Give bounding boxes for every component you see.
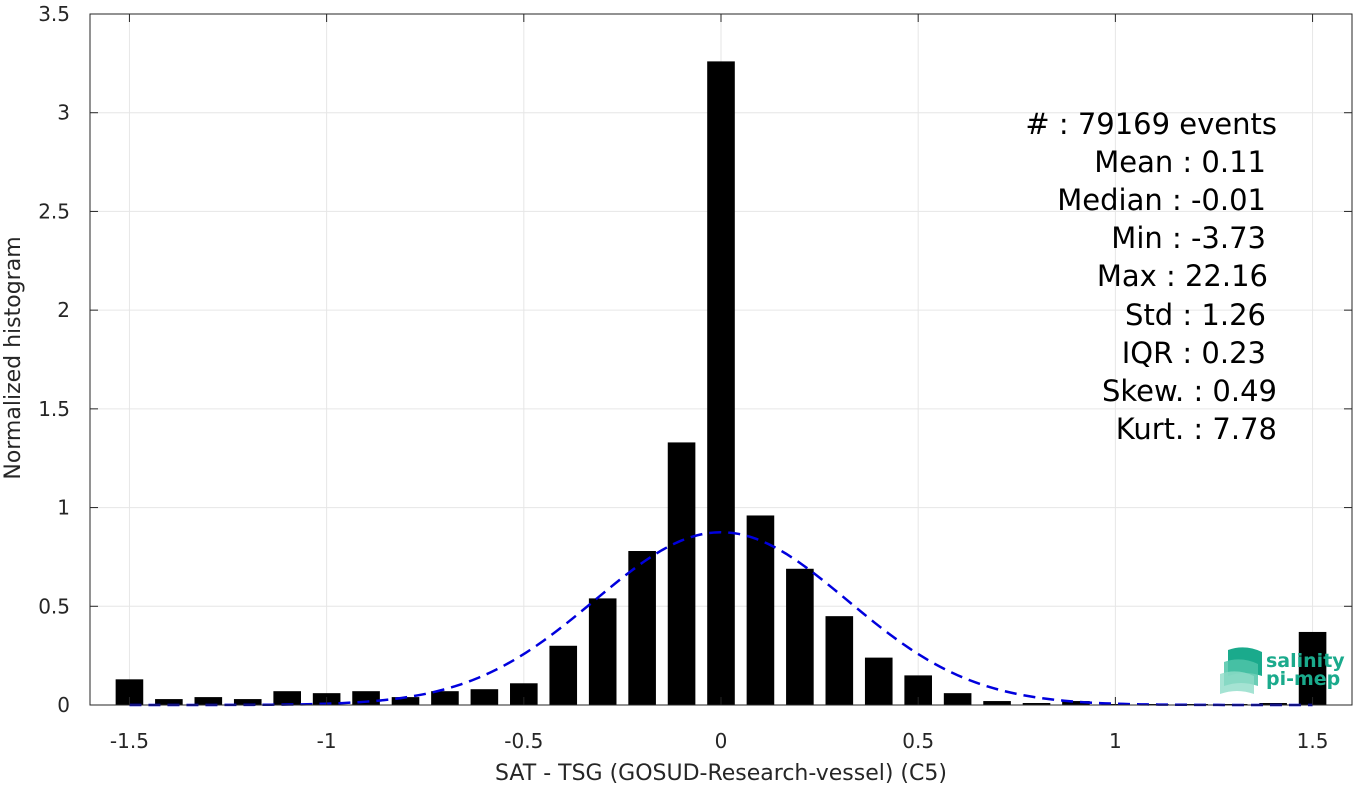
histogram-bar [391, 697, 420, 705]
histogram-bar [470, 689, 499, 705]
y-tick-label: 0 [57, 693, 70, 717]
y-tick-label: 3 [57, 101, 70, 125]
y-tick-label: 2 [57, 298, 70, 322]
x-tick-label: -0.5 [504, 729, 543, 753]
y-tick-label: 3.5 [38, 2, 70, 26]
histogram-bar [155, 699, 183, 705]
histogram-bar [1062, 701, 1090, 705]
stats-std: Std : 1.26 [1125, 298, 1266, 332]
histogram-bar [233, 699, 262, 705]
histogram-bar [1298, 631, 1327, 705]
stats-count: # : 79169 events [1025, 107, 1277, 141]
histogram-bar [549, 645, 578, 705]
histogram-bar [431, 691, 459, 705]
histogram-bar [667, 442, 696, 705]
x-tick-label: 1.5 [1297, 729, 1329, 753]
logo-wave-icon [1220, 647, 1262, 694]
histogram-bar [628, 551, 656, 705]
histogram-bar [943, 693, 972, 705]
histogram-bar [746, 515, 775, 705]
stats-mean: Mean : 0.11 [1094, 145, 1266, 179]
x-tick-label: 0 [715, 729, 728, 753]
histogram-bar [588, 598, 617, 705]
x-tick-label: -1.5 [110, 729, 149, 753]
y-tick-label: 0.5 [38, 594, 70, 618]
stats-kurt: Kurt. : 7.78 [1116, 412, 1277, 446]
logo-text-pi-mep: pi-mep [1266, 668, 1340, 690]
y-tick-label: 1 [57, 496, 70, 520]
histogram-bar [825, 616, 854, 705]
stats-iqr: IQR : 0.23 [1122, 336, 1266, 370]
stats-max: Max : 22.16 [1097, 259, 1268, 293]
y-axis-title: Normalized histogram [1, 236, 26, 479]
stats-median: Median : -0.01 [1057, 183, 1266, 217]
statistics-box: # : 79169 events Mean : 0.11 Median : -0… [1025, 107, 1277, 446]
histogram-bar [510, 683, 538, 705]
histogram-bar [864, 657, 893, 705]
x-axis-ticks: -1.5 -1 -0.5 0 0.5 1 1.5 [110, 14, 1329, 753]
histogram-bar [273, 691, 301, 705]
x-tick-label: -1 [317, 729, 337, 753]
histogram-bar [194, 697, 223, 705]
histogram-bar [983, 701, 1011, 705]
histogram-bars [115, 61, 1327, 705]
stats-skew: Skew. : 0.49 [1102, 374, 1277, 408]
logo-text-salinity: salinity [1266, 650, 1345, 672]
histogram-bar [786, 568, 814, 705]
histogram-bar [707, 61, 735, 705]
x-tick-label: 1 [1109, 729, 1122, 753]
x-tick-label: 0.5 [902, 729, 934, 753]
salinity-pi-mep-logo: salinity pi-mep [1220, 647, 1345, 694]
stats-min: Min : -3.73 [1111, 221, 1266, 255]
y-tick-label: 2.5 [38, 199, 70, 223]
histogram-bar [1022, 703, 1051, 705]
y-tick-label: 1.5 [38, 397, 70, 421]
x-axis-title: SAT - TSG (GOSUD-Research-vessel) (C5) [495, 761, 947, 785]
y-axis-ticks: 0 0.5 1 1.5 2 2.5 3 3.5 [38, 2, 1352, 717]
